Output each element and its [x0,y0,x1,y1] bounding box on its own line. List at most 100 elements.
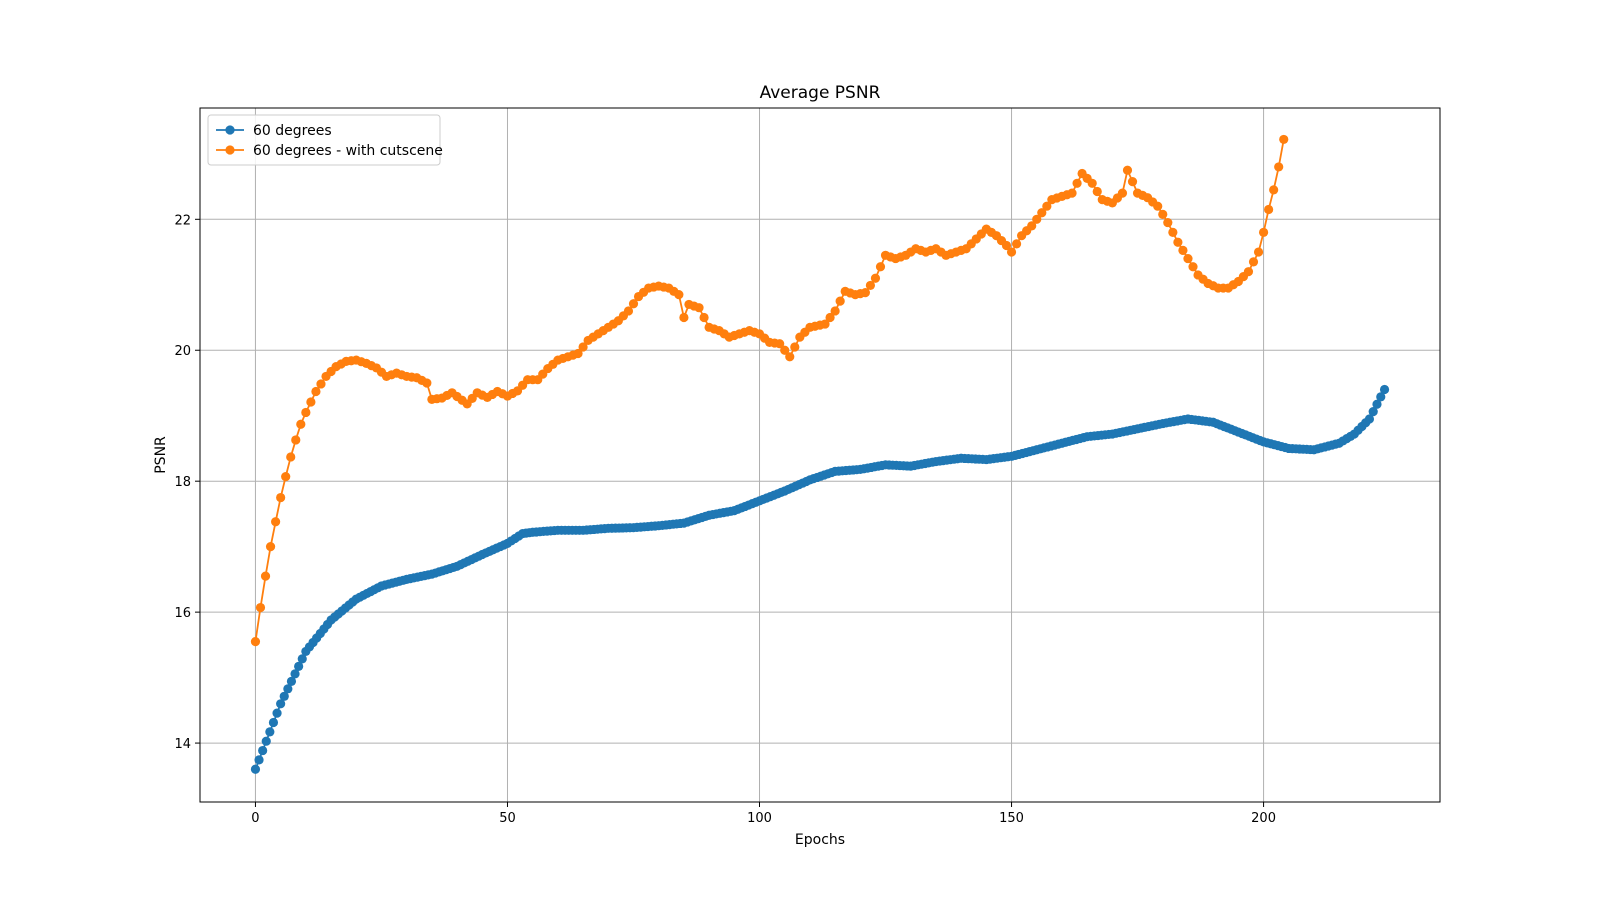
y-tick-label: 18 [174,475,191,490]
legend-marker [225,125,235,135]
data-point [283,684,293,694]
y-tick-label: 22 [174,213,191,228]
data-point [281,472,291,482]
data-point [780,345,790,355]
data-point [271,517,281,527]
data-point [1253,247,1264,257]
series-0 [250,384,1390,774]
data-point [1183,253,1193,264]
legend: 60 degrees 60 degrees - with cutscene [207,114,443,166]
legend-box [207,114,441,166]
data-point [865,280,876,291]
data-point [830,306,840,316]
data-point [1274,162,1284,172]
data-point [255,602,266,613]
data-point [1032,214,1042,224]
data-point [1368,407,1378,417]
data-point [1127,177,1138,187]
data-point [1037,208,1047,218]
data-point [250,764,261,774]
y-tick-label: 20 [174,344,191,359]
data-point [1243,267,1254,277]
data-point [1092,186,1102,197]
data-point [1279,134,1289,145]
data-point [785,352,795,362]
data-point [870,273,881,283]
data-point [296,419,306,429]
data-point [294,661,304,671]
data-point [674,289,684,300]
data-point [1072,178,1082,188]
data-point [1258,227,1269,237]
data-point [290,669,300,679]
data-point [1372,399,1382,409]
data-point [1027,221,1037,231]
chart-title: Average PSNR [760,83,881,103]
x-axis-label: Epochs [795,832,845,848]
data-point [260,571,271,581]
data-point [1248,257,1259,267]
legend-marker [225,145,235,155]
data-point [276,699,286,709]
data-point [254,755,264,765]
data-point [291,435,301,445]
data-point [875,262,886,272]
data-point [699,312,709,323]
data-point [835,296,845,306]
data-point [301,407,311,418]
data-point [679,312,689,323]
data-point [311,386,321,397]
data-point [1269,185,1279,195]
data-point [623,306,634,316]
data-point [694,303,704,313]
data-point [775,339,785,349]
x-tick-label: 0 [251,811,259,826]
plot-frame [199,107,1441,803]
data-point [297,654,307,664]
legend-label: 60 degrees - with cutscene [253,143,443,159]
y-tick-label: 16 [174,606,191,621]
series-line [254,139,1285,642]
data-point [1067,188,1077,198]
data-point [1153,201,1163,211]
data-point [790,342,800,352]
data-point [1188,262,1198,272]
x-tick-label: 50 [499,811,516,826]
data-point [422,378,432,388]
data-point [1122,165,1133,175]
data-point [1006,247,1017,257]
data-point [1042,201,1052,211]
x-tick-label: 200 [1251,811,1276,826]
data-point [1168,227,1178,237]
data-point [286,452,296,462]
data-point [1264,204,1274,215]
data-point [1379,384,1390,395]
y-tick-label: 14 [174,737,191,752]
data-point [265,727,275,737]
data-point [573,348,583,359]
legend-label: 60 degrees [253,123,332,139]
data-point [306,397,316,407]
data-point [825,312,835,323]
series-area [250,134,1390,774]
series-1 [250,134,1289,647]
grid [200,108,1440,802]
data-point [258,745,268,756]
data-point [1001,240,1012,251]
data-point [261,736,271,746]
data-point [578,342,588,352]
data-point [316,379,326,389]
data-point [286,676,297,686]
data-point [1011,239,1022,249]
data-point [820,319,830,329]
data-point [1364,414,1375,424]
data-point [276,492,286,503]
data-point [1163,217,1173,228]
data-point [860,288,870,298]
data-point [1173,237,1183,247]
data-point [1158,209,1168,219]
x-tick-label: 100 [747,811,772,826]
data-point [1178,245,1188,255]
ticks: 0 50 100 150 200 14 16 18 20 22 [174,213,1276,826]
